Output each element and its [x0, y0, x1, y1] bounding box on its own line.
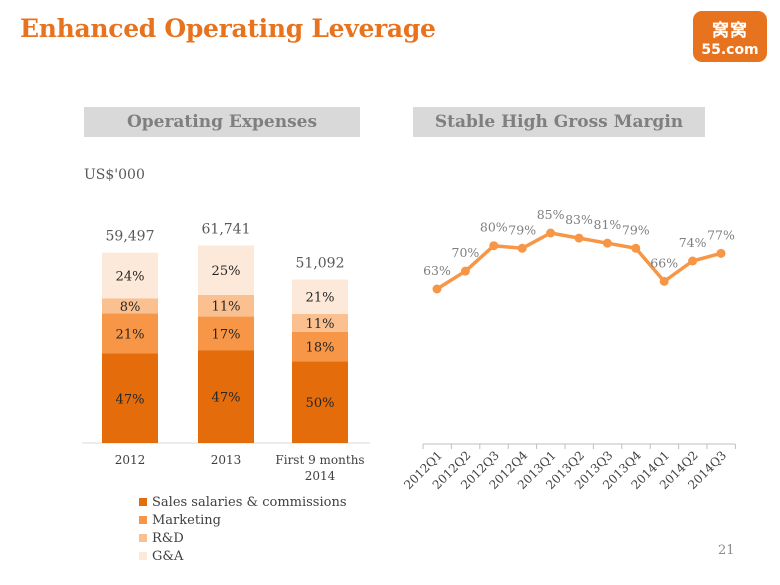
gross-margin-point-2013q2 [574, 233, 584, 243]
gross-margin-point-2012q3 [489, 241, 499, 251]
gross-margin-label-2013q1: 85% [537, 207, 565, 222]
bar-segment-r-d-2013 [198, 294, 254, 317]
bar-label-sales-salaries-commissions-2012: 47% [116, 392, 145, 407]
gross-margin-point-2013q4 [631, 243, 641, 253]
bar-segment-g-a-2012 [102, 252, 158, 299]
bar-label-r-d-first-9-months-2014: 11% [306, 317, 335, 332]
bar-label-marketing-2012: 21% [116, 328, 145, 343]
bar-segment-marketing-2013 [198, 316, 254, 351]
legend-label: Marketing [152, 512, 221, 528]
gross-margin-label-2012q4: 79% [508, 222, 536, 237]
gross-margin-label-2013q4: 79% [622, 222, 650, 237]
gross-margin-label-2014q2: 74% [679, 235, 707, 250]
legend-label: G&A [152, 548, 184, 564]
operating-expenses-header: Operating Expenses [84, 107, 360, 137]
legend-swatch [139, 498, 147, 506]
bar-segment-sales-salaries-commissions-first-9-months-2014 [292, 361, 348, 443]
gross-margin-point-2012q4 [517, 243, 527, 253]
bar-label-sales-salaries-commissions-2013: 47% [212, 391, 241, 406]
bar-segment-g-a-2013 [198, 245, 254, 295]
page-number: 21 [718, 543, 735, 558]
gross-margin-point-2014q3 [716, 248, 726, 258]
gross-margin-point-2014q2 [688, 256, 698, 266]
bar-segment-sales-salaries-commissions-2012 [102, 353, 158, 443]
gross-margin-label-2012q3: 80% [480, 220, 508, 235]
bar-label-g-a-2013: 25% [212, 264, 241, 279]
gross-margin-label-2012q1: 63% [423, 263, 451, 278]
bar-label-sales-salaries-commissions-first-9-months-2014: 50% [306, 396, 335, 411]
slide-title: Enhanced Operating Leverage [20, 14, 436, 43]
gross-margin-label-2012q2: 70% [452, 245, 480, 260]
bar-total-2013: 61,741 [202, 221, 251, 237]
gross-margin-point-2012q2 [460, 266, 470, 276]
bar-total-2012: 59,497 [106, 229, 155, 245]
gross-margin-label-2013q2: 83% [565, 212, 593, 227]
bar-label-g-a-2012: 24% [116, 269, 145, 284]
bar-segment-marketing-2012 [102, 313, 158, 354]
bar-label-r-d-2012: 8% [120, 300, 141, 315]
legend-swatch [139, 516, 147, 524]
bar-segment-r-d-first-9-months-2014 [292, 313, 348, 332]
bar-category-label: 2013 [211, 453, 242, 467]
bar-segment-g-a-first-9-months-2014 [292, 279, 348, 314]
legend-item-sales-salaries-commissions: Sales salaries & commissions [139, 493, 347, 511]
legend-item-r-d: R&D [139, 529, 347, 547]
gross-margin-point-2013q1 [546, 228, 556, 238]
bar-total-first-9-months-2014: 51,092 [296, 256, 345, 272]
company-logo: 窝窝 55.com [693, 11, 767, 62]
bar-segment-marketing-first-9-months-2014 [292, 331, 348, 362]
legend-item-marketing: Marketing [139, 511, 347, 529]
gross-margin-point-2012q1 [432, 284, 442, 294]
bar-category-label: 2012 [115, 453, 146, 467]
bar-segment-sales-salaries-commissions-2013 [198, 350, 254, 443]
gross-margin-header: Stable High Gross Margin [413, 107, 705, 137]
unit-label: US$'000 [84, 167, 145, 183]
logo-chinese-text: 窝窝 [712, 21, 748, 41]
bar-label-marketing-2013: 17% [212, 327, 241, 342]
bar-category-label: First 9 months 2014 [275, 453, 364, 483]
legend-swatch [139, 534, 147, 542]
gross-margin-label-2014q1: 66% [650, 255, 678, 270]
legend-label: Sales salaries & commissions [152, 494, 347, 510]
bar-label-g-a-first-9-months-2014: 21% [306, 291, 335, 306]
logo-domain-text: 55.com [701, 42, 759, 58]
bar-label-r-d-2013: 11% [212, 300, 241, 315]
bar-label-marketing-first-9-months-2014: 18% [306, 341, 335, 356]
gross-margin-point-2014q1 [659, 276, 669, 286]
legend-swatch [139, 552, 147, 560]
expenses-legend: Sales salaries & commissions Marketing R&D… [139, 493, 347, 565]
gross-margin-label-2013q3: 81% [594, 217, 622, 232]
legend-label: R&D [152, 530, 184, 546]
gross-margin-label-2014q3: 77% [707, 227, 735, 242]
legend-item-g-a: G&A [139, 547, 347, 565]
gross-margin-point-2013q3 [602, 238, 612, 248]
bar-segment-r-d-2012 [102, 298, 158, 314]
